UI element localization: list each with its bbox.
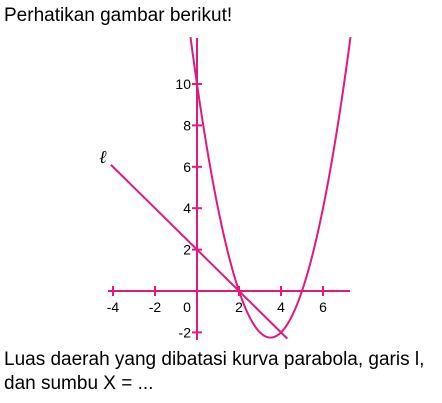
y-tick-label: 6: [183, 159, 191, 175]
x-tick-label: 2: [235, 299, 243, 315]
function-graph: -4 -2 0 2 4 6 10 8 6 4 2 -2 ℓ: [99, 36, 352, 340]
x-tick-label: -4: [107, 299, 120, 315]
y-tick-label: 2: [183, 242, 191, 258]
x-tick-label: 0: [183, 299, 191, 315]
y-tick-label: 4: [183, 200, 191, 216]
question-line-2: dan sumbu X = ...: [4, 373, 154, 394]
x-tick-label: -2: [149, 299, 162, 315]
x-tick-label: 6: [319, 299, 327, 315]
line-l-label: ℓ: [99, 147, 107, 167]
question-line-1: Luas daerah yang dibatasi kurva parabola…: [4, 349, 425, 370]
y-tick-label: -2: [179, 324, 192, 340]
line-l: [110, 164, 289, 340]
parabola-curve: [189, 36, 352, 339]
y-tick-label: 10: [175, 76, 191, 92]
axis-ticks: -4 -2 0 2 4 6 10 8 6 4 2 -2: [107, 76, 327, 340]
x-tick-label: 4: [277, 299, 285, 315]
question-text: Luas daerah yang dibatasi kurva parabola…: [4, 348, 440, 396]
y-tick-label: 8: [183, 117, 191, 133]
axes: [108, 38, 350, 340]
instruction-text: Perhatikan gambar berikut!: [4, 5, 233, 26]
curves: [110, 36, 352, 340]
